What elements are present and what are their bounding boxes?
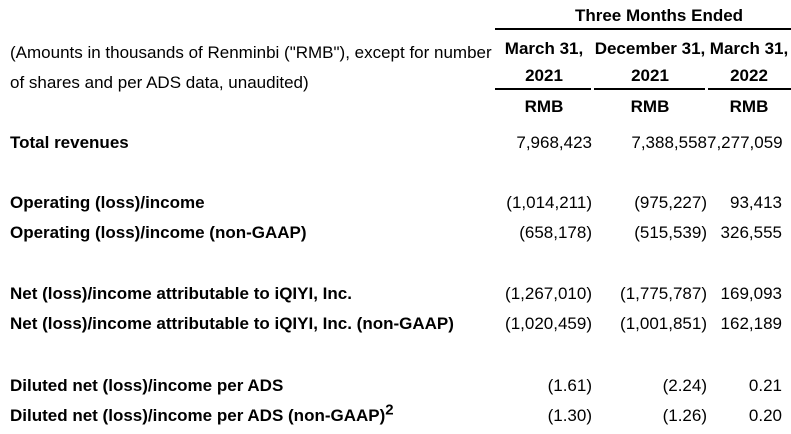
table-row-diluted-per-ads-non-gaap: Diluted net (loss)/income per ADS (non-G… [0,402,791,426]
amounts-note: (Amounts in thousands of Renminbi ("RMB"… [10,38,510,98]
table-row-net-loss-income: Net (loss)/income attributable to iQIYI,… [0,284,791,304]
row-label-text: Total revenues [10,133,129,152]
cell-value: (1,001,851) [620,314,707,333]
cell-value: 7,388,558 [631,133,707,152]
col-header-year-3: 2022 [730,66,768,85]
col-header-currency-1: RMB [524,97,564,116]
amounts-note-line-1: (Amounts in thousands of Renminbi ("RMB"… [10,43,492,62]
row-label: Diluted net (loss)/income per ADS (non-G… [10,402,394,426]
row-label-text: Operating (loss)/income [10,193,205,212]
col-header-date-2: December 31, [594,39,706,58]
cell-value: (1.26) [662,406,707,425]
cell-value: (1,014,211) [506,193,592,212]
col-header-year-1: 2021 [525,66,563,85]
row-label: Operating (loss)/income [10,193,205,213]
row-label-text: Net (loss)/income attributable to iQIYI,… [10,314,454,333]
cell-value: (515,539) [634,223,707,242]
cell-value: (1,020,459) [505,314,592,333]
header-rule-mid-1 [495,88,591,90]
row-label-text: Operating (loss)/income (non-GAAP) [10,223,307,242]
row-label-text: Diluted net (loss)/income per ADS (non-G… [10,406,386,425]
cell-value: 169,093 [720,284,782,303]
cell-value: 93,413 [730,193,782,212]
row-label: Operating (loss)/income (non-GAAP) [10,223,307,243]
table-row-operating-loss-income-non-gaap: Operating (loss)/income (non-GAAP) (658,… [0,223,791,243]
header-rule-mid-3 [708,88,791,90]
row-label-text: Net (loss)/income attributable to iQIYI,… [10,284,352,303]
cell-value: 162,189 [720,314,782,333]
cell-value: (2.24) [662,376,707,395]
cell-value: (1.61) [547,376,592,395]
row-label: Diluted net (loss)/income per ADS [10,376,283,396]
cell-value: (1,775,787) [620,284,707,303]
table-row-total-revenues: Total revenues 7,968,423 7,388,558 7,277… [0,133,791,153]
cell-value: 0.20 [748,406,782,425]
table-row-net-loss-income-non-gaap: Net (loss)/income attributable to iQIYI,… [0,314,791,334]
row-label-text: Diluted net (loss)/income per ADS [10,376,284,395]
row-label: Net (loss)/income attributable to iQIYI,… [10,284,352,304]
cell-value: 326,555 [720,223,782,242]
col-header-year-2: 2021 [631,66,669,85]
cell-value: (1.30) [547,406,592,425]
cell-value: 7,277,059 [707,133,783,152]
col-header-currency-3: RMB [729,97,769,116]
col-header-date-3: March 31, [709,39,789,58]
cell-value: (975,227) [634,193,707,212]
table-row-diluted-per-ads: Diluted net (loss)/income per ADS (1.61)… [0,376,791,396]
row-label-superscript: 2 [385,401,394,419]
amounts-note-line-2: of shares and per ADS data, unaudited) [10,73,309,92]
table-row-operating-loss-income: Operating (loss)/income (1,014,211) (975… [0,193,791,213]
col-header-date-1: March 31, [504,39,584,58]
period-title: Three Months Ended [574,6,744,25]
col-header-currency-2: RMB [630,97,670,116]
cell-value: (658,178) [519,223,592,242]
row-label: Net (loss)/income attributable to iQIYI,… [10,314,454,334]
header-rule-mid-2 [594,88,705,90]
cell-value: 0.21 [748,376,782,395]
cell-value: (1,267,010) [505,284,592,303]
cell-value: 7,968,423 [516,133,592,152]
row-label: Total revenues [10,133,129,153]
header-rule-top [495,28,791,30]
